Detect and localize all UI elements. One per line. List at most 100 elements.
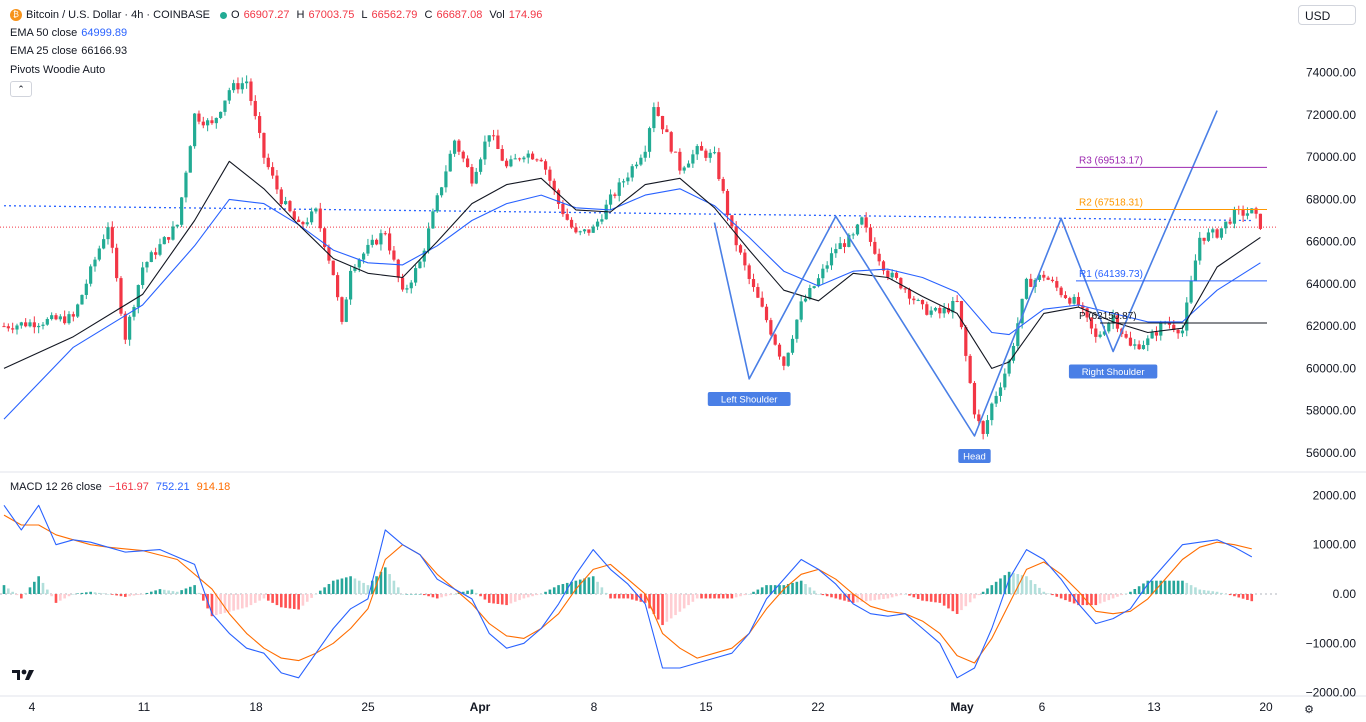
macd-histogram-bar <box>994 581 998 594</box>
candle <box>634 164 639 167</box>
candle <box>1089 317 1094 329</box>
macd-histogram-bar <box>158 589 162 594</box>
macd-histogram-bar <box>1103 594 1106 602</box>
macd-histogram-bar <box>890 594 894 598</box>
macd-histogram-bar <box>869 594 872 601</box>
candle <box>188 146 192 173</box>
candle <box>1245 213 1250 216</box>
candle <box>253 100 257 117</box>
macd-histogram-bar <box>1020 575 1024 594</box>
resistance-line <box>3 205 1252 222</box>
macd-histogram-bar <box>916 594 920 599</box>
candle <box>513 158 517 160</box>
candle <box>587 229 591 233</box>
macd-histogram-bar <box>11 591 14 594</box>
candle <box>340 297 344 322</box>
candle <box>812 286 816 288</box>
macd-histogram-bar <box>955 594 959 614</box>
macd-histogram-bar <box>479 594 482 597</box>
macd-tick-label: −1000.00 <box>1306 636 1357 650</box>
macd-histogram-bar <box>184 588 188 594</box>
candle <box>370 239 374 245</box>
candle <box>1055 281 1059 288</box>
candle <box>721 179 725 191</box>
candle <box>738 245 743 253</box>
macd-histogram-bar <box>1111 594 1115 599</box>
collapse-legend-button[interactable]: ⌃ <box>10 81 32 97</box>
macd-histogram-bar <box>838 594 842 600</box>
candle <box>158 244 162 255</box>
macd-histogram-bar <box>587 577 591 594</box>
macd-histogram-bar <box>1077 594 1080 606</box>
candle <box>266 157 270 168</box>
candle <box>1189 280 1193 303</box>
candle <box>344 299 348 322</box>
macd-histogram-bar <box>392 580 396 594</box>
candle <box>37 325 41 328</box>
macd-histogram-bar <box>613 594 617 599</box>
candle <box>271 167 275 176</box>
candle <box>227 90 231 101</box>
candle <box>686 163 691 168</box>
macd-histogram-bar <box>1051 594 1054 596</box>
macd-histogram-bar <box>54 594 58 603</box>
ema50-legend[interactable]: EMA 50 close 64999.89 <box>10 27 128 39</box>
macd-histogram-bar <box>1241 594 1245 599</box>
ema25-legend[interactable]: EMA 25 close 66166.93 <box>10 45 128 57</box>
macd-histogram-bar <box>977 594 981 596</box>
currency-select[interactable]: USD <box>1298 5 1356 25</box>
macd-histogram-bar <box>466 590 469 594</box>
candle <box>842 243 847 247</box>
candle <box>89 266 93 284</box>
candle <box>1206 232 1211 241</box>
candle <box>678 151 682 171</box>
candle <box>483 141 487 160</box>
candle <box>977 414 981 422</box>
candle <box>58 316 62 320</box>
candle <box>301 221 305 225</box>
candle <box>193 113 197 147</box>
candle <box>578 231 582 233</box>
candle <box>457 140 461 152</box>
macd-histogram-bar <box>752 591 755 594</box>
price-tick-label: 74000.00 <box>1306 66 1356 80</box>
candle <box>829 253 834 266</box>
candle <box>764 306 769 321</box>
macd-histogram-bar <box>756 589 760 594</box>
candle <box>318 208 322 229</box>
macd-histogram-bar <box>1046 593 1050 594</box>
macd-histogram-bar <box>271 594 274 603</box>
settings-icon[interactable]: ⚙ <box>1304 704 1314 716</box>
candle <box>374 239 379 245</box>
candle <box>816 278 821 287</box>
macd-histogram-bar <box>1107 594 1111 601</box>
macd-histogram-bar <box>362 582 365 594</box>
time-tick-label: 11 <box>138 700 151 714</box>
candle <box>656 107 660 116</box>
macd-histogram-bar <box>500 594 504 605</box>
macd-histogram-bar <box>981 591 985 594</box>
macd-histogram-bar <box>180 590 183 594</box>
macd-histogram-bar <box>461 591 465 594</box>
macd-histogram-bar <box>59 594 62 601</box>
candle <box>284 201 288 205</box>
close-value: 66687.08 <box>436 9 483 21</box>
candle <box>288 201 292 212</box>
candle <box>128 316 132 340</box>
candle <box>1094 328 1098 337</box>
macd-histogram-bar <box>843 594 846 601</box>
candle <box>162 237 166 245</box>
macd-histogram-bar <box>674 594 677 616</box>
candle <box>366 244 370 254</box>
macd-histogram-bar <box>1246 594 1249 600</box>
candle <box>743 252 747 266</box>
macd-legend[interactable]: MACD 12 26 close −161.97 752.21 914.18 <box>10 481 231 493</box>
macd-histogram-bar <box>882 594 885 599</box>
macd-histogram-bar <box>886 594 890 599</box>
macd-histogram-bar <box>934 594 937 603</box>
pivots-legend[interactable]: Pivots Woodie Auto <box>10 64 106 76</box>
candle <box>561 203 565 215</box>
candle <box>1215 229 1219 238</box>
candle <box>249 81 253 101</box>
